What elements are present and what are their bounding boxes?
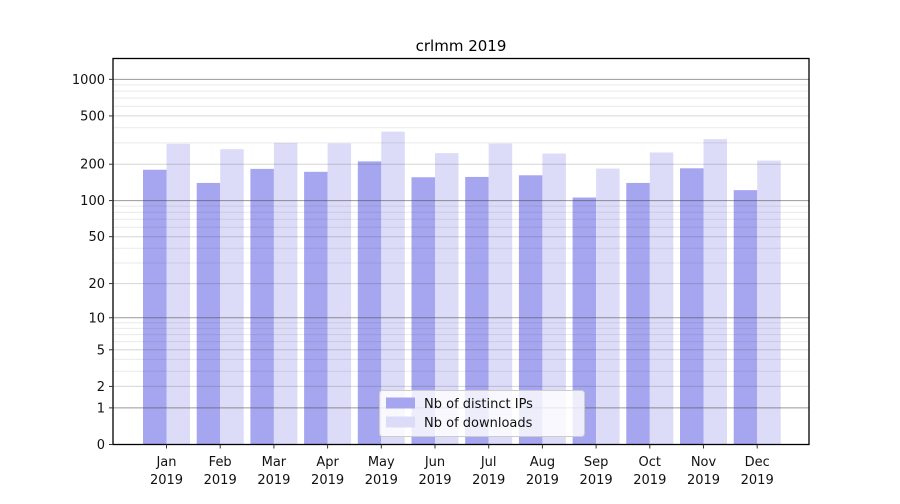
bars-layer: [143, 131, 781, 445]
y-tick-label: 5: [97, 343, 105, 358]
x-tick-label-month: Apr: [316, 455, 339, 470]
bar-distinct-ips: [465, 176, 489, 445]
bar-distinct-ips: [626, 182, 650, 445]
x-tick-label-month: Mar: [262, 455, 287, 470]
bar-downloads: [273, 142, 298, 445]
axes-layer: 0 1 2 5 10 20 50 100 200 500 1000 Jan 2019 Feb 2019 Mar…: [72, 57, 810, 488]
bar-distinct-ips: [680, 168, 704, 445]
bar-downloads: [435, 153, 459, 445]
y-tick-label: 100: [80, 194, 105, 209]
y-tick-label: 20: [88, 277, 105, 292]
y-tick-label: 200: [80, 158, 105, 173]
bar-distinct-ips: [357, 161, 382, 445]
y-tick-label: 0: [97, 438, 105, 453]
plot-border: [112, 57, 810, 446]
legend-swatch: [386, 397, 415, 409]
x-tick-label-month: Feb: [209, 455, 232, 470]
bar-downloads: [703, 139, 727, 445]
x-tick-label-month: Jun: [424, 455, 445, 470]
bar-downloads: [327, 143, 352, 445]
legend-swatch: [386, 416, 415, 428]
bar-downloads: [488, 143, 513, 445]
x-tick-label-month: Jan: [155, 455, 176, 470]
legend-label: Nb of distinct IPs: [424, 397, 533, 412]
x-tick-label-year: 2019: [580, 473, 613, 488]
x-tick-label-month: Sep: [584, 455, 609, 470]
x-tick-label-year: 2019: [311, 473, 344, 488]
bar-distinct-ips: [143, 169, 167, 445]
x-tick-label-month: Nov: [691, 455, 717, 470]
x-tick-label-year: 2019: [365, 473, 398, 488]
x-tick-label-year: 2019: [741, 473, 774, 488]
x-tick-label-year: 2019: [472, 473, 505, 488]
x-tick-label-year: 2019: [150, 473, 183, 488]
x-tick-label-month: Oct: [639, 455, 661, 470]
y-tick-label: 2: [97, 380, 105, 395]
bar-downloads: [166, 143, 190, 445]
bar-downloads: [596, 168, 620, 445]
legend-box: [379, 390, 585, 437]
x-tick-label-year: 2019: [687, 473, 720, 488]
x-tick-label-month: Jul: [480, 455, 497, 470]
x-tick-label-year: 2019: [418, 473, 451, 488]
bar-downloads: [542, 153, 566, 445]
bar-distinct-ips: [304, 171, 328, 445]
y-tick-label: 50: [88, 230, 105, 245]
bar-distinct-ips: [196, 182, 221, 445]
bar-downloads: [381, 131, 405, 445]
bar-distinct-ips: [250, 168, 274, 445]
bar-downloads: [220, 149, 244, 445]
bar-downloads: [649, 152, 674, 445]
y-tick-label: 1: [97, 401, 105, 416]
grid-layer: [113, 78, 809, 409]
x-tick-label-year: 2019: [526, 473, 559, 488]
y-tick-label: 10: [88, 311, 105, 326]
x-tick-label-year: 2019: [257, 473, 290, 488]
legend-label: Nb of downloads: [424, 416, 533, 431]
bar-distinct-ips: [572, 197, 597, 445]
x-tick-label-month: May: [368, 455, 395, 470]
bar-downloads: [757, 160, 781, 445]
x-tick-label-year: 2019: [204, 473, 237, 488]
x-tick-label-month: Aug: [530, 455, 555, 470]
chart-title: crlmm 2019: [416, 37, 507, 55]
bar-distinct-ips: [518, 175, 543, 445]
legend-layer: Nb of distinct IPs Nb of downloads: [379, 390, 585, 437]
x-tick-label-year: 2019: [633, 473, 666, 488]
y-tick-label: 500: [80, 109, 105, 124]
bar-distinct-ips: [411, 177, 435, 445]
y-tick-label: 1000: [72, 73, 105, 88]
x-tick-label-month: Dec: [745, 455, 770, 470]
